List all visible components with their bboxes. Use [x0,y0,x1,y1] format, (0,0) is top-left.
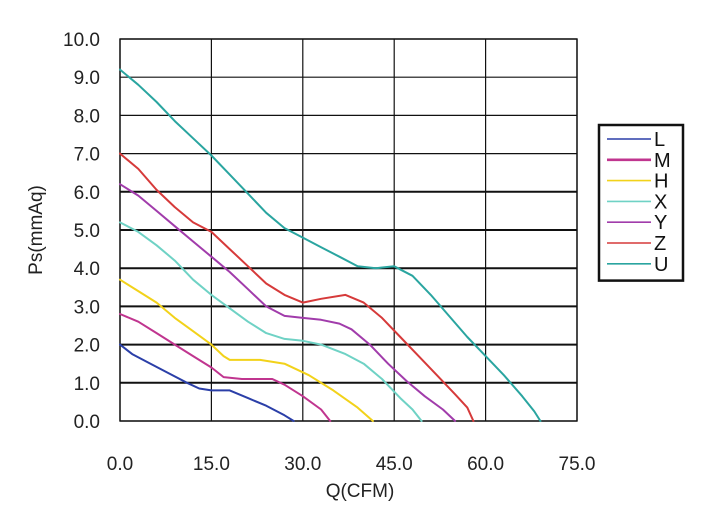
legend-label-L: L [654,129,665,151]
x-axis-ticks: 0.0 15.0 30.0 45.0 60.0 75.0 [107,454,596,475]
y-tick-label: 10.0 [63,30,100,51]
y-tick-label: 0.0 [74,412,100,433]
y-axis-title: Ps(mmAq) [26,185,47,275]
x-tick-label: 0.0 [107,454,133,475]
y-tick-label: 8.0 [74,106,100,127]
plot-border [119,38,578,422]
x-tick-label: 45.0 [376,454,413,475]
y-tick-label: 3.0 [74,297,100,318]
legend-box [597,123,685,282]
x-axis-title: Q(CFM) [326,481,395,502]
y-tick-label: 7.0 [74,145,100,166]
legend-label-Y: Y [654,212,667,234]
grid [119,38,578,422]
plot-frame [119,38,578,422]
series-line-M [119,313,332,422]
x-tick-label: 75.0 [559,454,596,475]
y-tick-label: 5.0 [74,221,100,242]
series-line-Z [119,152,475,422]
y-axis-ticks: 0.0 1.0 2.0 3.0 4.0 5.0 6.0 7.0 8.0 9.0 10.0 [63,30,100,433]
series-line-H [119,278,374,422]
y-tick-label: 1.0 [74,374,100,395]
legend-label-U: U [654,254,668,276]
x-tick-label: 60.0 [467,454,504,475]
series-line-X [119,221,423,422]
legend-label-M: M [654,150,671,172]
x-tick-label: 15.0 [193,454,230,475]
y-tick-label: 2.0 [74,336,100,357]
series-layer [119,68,542,422]
legend-label-H: H [654,171,668,193]
y-tick-label: 6.0 [74,183,100,204]
legend-label-Z: Z [654,233,666,255]
y-tick-label: 9.0 [74,68,100,89]
series-line-U [119,68,542,422]
x-tick-label: 30.0 [284,454,321,475]
legend-label-X: X [654,191,667,213]
series-line-Y [119,183,457,422]
y-tick-label: 4.0 [74,259,100,280]
series-line-L [119,343,295,422]
